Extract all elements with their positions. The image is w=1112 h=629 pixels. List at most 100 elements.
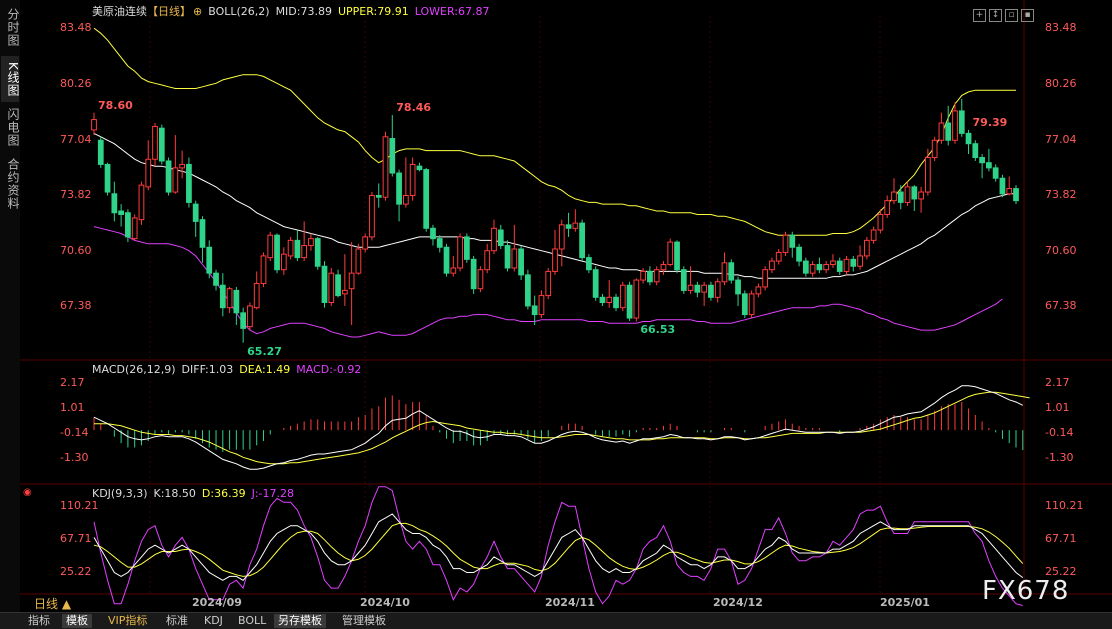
- candle-up: [762, 269, 769, 288]
- y-tick-label-right: -1.30: [1045, 451, 1074, 465]
- candle-down: [213, 272, 219, 286]
- kdj-j-line: [93, 486, 1023, 606]
- x-tick-label: 2024/11: [545, 596, 595, 609]
- candle-down: [518, 248, 524, 276]
- candle-down: [965, 132, 972, 145]
- candle-up: [362, 236, 369, 250]
- candle-up: [843, 258, 850, 272]
- crosshair-icon[interactable]: +: [973, 9, 986, 22]
- candle-down: [504, 245, 511, 269]
- y-tick-label-left: 110.21: [60, 499, 99, 513]
- candle-up: [226, 288, 233, 309]
- y-tick-label-left: 83.48: [60, 21, 92, 35]
- candle-down: [816, 264, 823, 271]
- low-price-label: 65.27: [247, 344, 282, 358]
- y-tick-label-right: 77.04: [1045, 132, 1077, 146]
- candle-down: [613, 296, 619, 309]
- y-tick-label-right: 67.38: [1045, 299, 1077, 313]
- candle-up: [823, 264, 830, 271]
- y-tick-label-left: 2.17: [60, 376, 85, 390]
- candle-up: [409, 163, 416, 196]
- tab-kdj[interactable]: KDJ: [204, 614, 223, 627]
- symbol-name: 美原油连续: [92, 5, 147, 18]
- candle-up: [484, 250, 491, 271]
- candle-down: [579, 222, 585, 259]
- candle-up: [667, 241, 674, 266]
- candle-down: [708, 284, 714, 298]
- restore-icon[interactable]: ▫: [1005, 9, 1018, 22]
- target-icon[interactable]: ◉: [23, 487, 32, 498]
- candle-down: [789, 234, 796, 248]
- y-tick-label-left: 67.71: [60, 532, 92, 546]
- candle-up: [145, 158, 152, 188]
- period-selector[interactable]: 日线 ▲: [34, 597, 72, 611]
- tab-vip-indicators[interactable]: VIP指标: [108, 614, 148, 627]
- candle-up: [179, 163, 186, 169]
- candle-down: [626, 284, 633, 319]
- candle-up: [267, 234, 274, 259]
- y-tick-label-left: 73.82: [60, 188, 92, 202]
- macd-dea: DEA:1.49: [239, 363, 291, 376]
- candle-down: [958, 110, 965, 134]
- tab-contract-info[interactable]: 合约资料: [6, 158, 20, 210]
- y-tick-label-left: -0.14: [60, 426, 89, 440]
- tab-standard[interactable]: 标准: [166, 614, 188, 627]
- candle-down: [335, 274, 341, 297]
- candle-down: [375, 194, 382, 198]
- candle-up: [619, 284, 626, 309]
- tab-flash[interactable]: 闪电图: [6, 107, 20, 147]
- kline-chart[interactable]: [20, 0, 1112, 612]
- candle-down: [565, 224, 572, 229]
- candle-up: [457, 236, 463, 269]
- gear-icon[interactable]: ⊕: [193, 5, 203, 18]
- tab-manage-templates[interactable]: 管理模板: [342, 614, 386, 627]
- candle-down: [199, 219, 206, 248]
- candle-up: [633, 279, 640, 319]
- tab-indicators[interactable]: 指标: [28, 614, 50, 627]
- candle-down: [416, 165, 423, 171]
- candle-down: [999, 177, 1006, 195]
- candle-up: [721, 262, 728, 283]
- candle-down: [945, 122, 952, 141]
- tab-templates[interactable]: 模板: [62, 614, 92, 628]
- candle-up: [769, 260, 775, 271]
- macd-diff: DIFF:1.03: [181, 363, 234, 376]
- candle-up: [538, 295, 545, 316]
- candle-up: [348, 272, 355, 290]
- candle-down: [979, 157, 985, 164]
- zoom-icon[interactable]: ↕: [989, 9, 1002, 22]
- candle-up: [328, 272, 335, 303]
- x-tick-label: 2024/12: [713, 596, 763, 609]
- candle-up: [857, 255, 863, 267]
- candle-up: [660, 264, 667, 271]
- high-price-label: 78.46: [396, 101, 432, 115]
- candle-up: [640, 270, 647, 281]
- high-price-label: 79.39: [972, 115, 1008, 129]
- candle-down: [165, 160, 172, 193]
- candle-up: [931, 139, 938, 159]
- tab-kline[interactable]: K线图: [1, 56, 20, 102]
- candle-up: [782, 234, 789, 253]
- candle-down: [463, 236, 470, 260]
- candle-down: [897, 191, 904, 203]
- candle-up: [558, 224, 565, 250]
- macd-value: MACD:-0.92: [296, 363, 362, 376]
- tab-save-template[interactable]: 另存模板: [274, 614, 326, 628]
- macd-label: MACD(26,12,9): [92, 363, 176, 376]
- close-icon[interactable]: ▪: [1021, 9, 1034, 22]
- y-tick-label-right: 110.21: [1045, 499, 1084, 513]
- candle-up: [247, 305, 253, 328]
- tab-intraday[interactable]: 分时图: [6, 7, 20, 47]
- candle-up: [863, 239, 870, 257]
- candle-up: [287, 239, 294, 257]
- tab-boll[interactable]: BOLL: [238, 614, 267, 627]
- candle-down: [389, 138, 396, 174]
- candle-down: [647, 270, 653, 283]
- candle-up: [402, 194, 409, 205]
- candle-down: [680, 269, 687, 291]
- y-tick-label-right: 70.60: [1045, 243, 1077, 257]
- candle-up: [545, 270, 552, 297]
- candle-down: [97, 139, 104, 165]
- dea-line: [94, 391, 1030, 465]
- candle-up: [260, 255, 267, 285]
